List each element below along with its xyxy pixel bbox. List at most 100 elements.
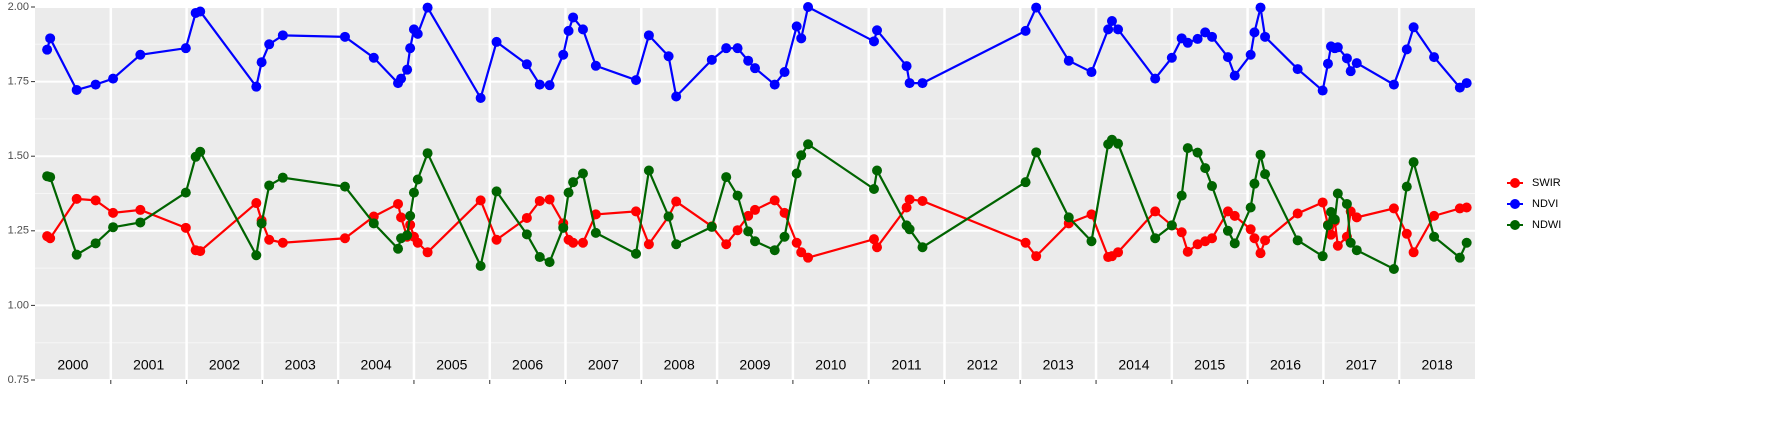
point <box>803 2 814 12</box>
point <box>195 146 206 157</box>
point <box>135 204 146 215</box>
point <box>1345 66 1356 77</box>
legend-label: SWIR <box>1532 177 1561 189</box>
point <box>1020 237 1031 248</box>
point <box>732 225 743 236</box>
point <box>917 195 928 206</box>
point <box>277 237 288 248</box>
year-label: 2014 <box>1118 357 1149 373</box>
year-label: 2013 <box>1043 357 1074 373</box>
point <box>1292 235 1303 246</box>
point <box>904 194 915 205</box>
point <box>1260 31 1271 42</box>
point <box>1229 210 1240 221</box>
point <box>1150 73 1161 84</box>
point <box>769 195 780 206</box>
point <box>1317 85 1328 96</box>
legend-label: NDWI <box>1532 219 1561 231</box>
point <box>563 187 574 198</box>
point <box>868 184 879 195</box>
point <box>1020 177 1031 188</box>
point <box>1086 209 1097 220</box>
point <box>1020 25 1031 36</box>
legend-marker <box>1510 178 1520 188</box>
point <box>872 242 883 253</box>
point <box>412 237 423 248</box>
point <box>412 28 423 39</box>
point <box>1103 24 1114 35</box>
point <box>1106 16 1117 27</box>
point <box>251 81 262 92</box>
point <box>1229 70 1240 81</box>
point <box>339 31 350 42</box>
point <box>803 252 814 263</box>
point <box>1113 24 1124 35</box>
point <box>671 239 682 250</box>
point <box>796 247 807 258</box>
point <box>568 12 579 23</box>
point <box>1408 22 1419 33</box>
point <box>1086 67 1097 78</box>
year-label: 2006 <box>512 357 543 373</box>
point <box>1192 147 1203 158</box>
point <box>904 224 915 235</box>
point <box>721 43 732 54</box>
point <box>1429 52 1440 63</box>
point <box>1388 79 1399 90</box>
point <box>904 78 915 89</box>
point <box>71 193 82 204</box>
point <box>732 190 743 201</box>
point <box>1176 227 1187 238</box>
point <box>1461 202 1472 213</box>
point <box>1461 78 1472 89</box>
point <box>1292 208 1303 219</box>
point <box>750 63 760 74</box>
point <box>1113 247 1124 258</box>
point <box>402 230 413 241</box>
point <box>521 229 532 240</box>
point <box>1150 206 1161 217</box>
point <box>779 67 790 78</box>
point <box>45 172 56 183</box>
point <box>1229 238 1240 249</box>
year-label: 2010 <box>815 357 846 373</box>
point <box>1461 237 1472 248</box>
point <box>256 57 267 68</box>
point <box>264 234 275 245</box>
point <box>1429 210 1440 221</box>
point <box>521 212 532 223</box>
point <box>475 195 486 206</box>
point <box>251 250 262 261</box>
point <box>1401 181 1412 192</box>
y-tick-label: 1.50 <box>8 150 29 162</box>
year-label: 2002 <box>209 357 240 373</box>
point <box>671 91 682 102</box>
point <box>42 44 53 55</box>
point <box>402 64 413 75</box>
point <box>393 243 404 254</box>
point <box>396 212 407 223</box>
point <box>534 252 545 263</box>
point <box>1245 49 1256 60</box>
point <box>491 36 502 47</box>
point <box>339 181 350 192</box>
point <box>1245 202 1256 213</box>
point <box>45 233 56 244</box>
year-label: 2008 <box>664 357 695 373</box>
point <box>868 234 879 245</box>
point <box>779 231 790 242</box>
point <box>1150 233 1161 244</box>
point <box>706 221 717 232</box>
point <box>90 195 101 206</box>
point <box>743 226 754 237</box>
point <box>1260 169 1271 180</box>
point <box>1326 229 1336 240</box>
point <box>1329 214 1340 225</box>
point <box>796 150 807 161</box>
point <box>769 245 780 256</box>
point <box>45 33 56 44</box>
point <box>1332 188 1343 199</box>
point <box>534 79 545 90</box>
point <box>90 238 101 249</box>
point <box>803 139 814 150</box>
